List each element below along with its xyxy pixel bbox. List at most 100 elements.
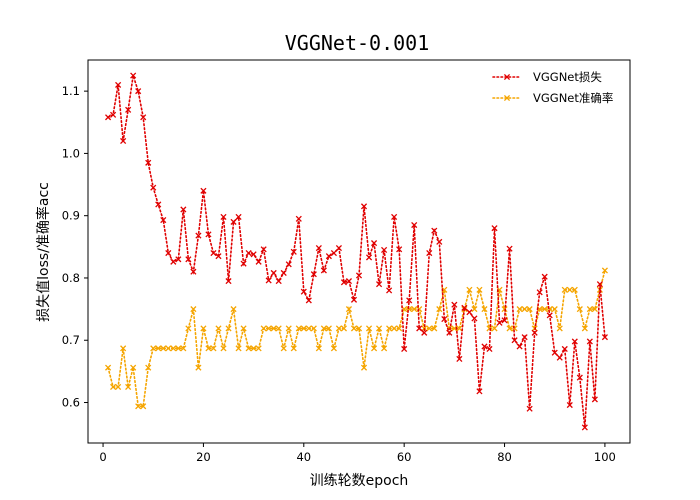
data-point-loss: [155, 201, 162, 208]
data-point-loss: [190, 268, 197, 275]
data-point-accuracy: [486, 325, 493, 332]
data-point-accuracy: [260, 325, 267, 332]
data-point-loss: [416, 325, 423, 332]
data-point-loss: [105, 114, 112, 121]
data-point-accuracy: [275, 325, 282, 332]
data-point-loss: [240, 260, 247, 267]
data-point-accuracy: [521, 306, 528, 313]
data-point-accuracy: [576, 306, 583, 313]
data-point-accuracy: [120, 345, 127, 352]
data-point-loss: [285, 261, 292, 268]
data-point-loss: [295, 215, 302, 222]
data-point-accuracy: [265, 325, 272, 332]
data-point-loss: [526, 405, 533, 412]
data-point-loss: [381, 246, 388, 254]
data-point-loss: [215, 253, 222, 260]
data-point-loss: [365, 254, 373, 261]
legend-marker-accuracy: [503, 94, 511, 102]
data-point-loss: [145, 159, 152, 166]
data-point-loss: [476, 388, 483, 395]
data-point-accuracy: [431, 325, 438, 332]
data-point-accuracy: [105, 364, 112, 371]
data-point-loss: [280, 269, 287, 277]
data-point-accuracy: [155, 345, 162, 352]
data-point-accuracy: [506, 325, 513, 332]
data-point-loss: [521, 334, 528, 341]
y-tick-label: 1.1: [62, 84, 80, 98]
data-point-loss: [496, 319, 503, 326]
data-point-accuracy: [476, 286, 483, 293]
x-axis: 0 20 40 60 80 100: [99, 443, 616, 464]
data-point-loss: [275, 278, 282, 285]
data-point-loss: [265, 277, 272, 284]
data-point-accuracy: [220, 345, 227, 352]
data-point-loss: [536, 289, 543, 296]
data-point-accuracy: [110, 383, 117, 391]
data-point-accuracy: [305, 325, 312, 332]
data-point-accuracy: [145, 364, 152, 371]
legend: VGGNet损失 VGGNet准确率: [492, 70, 613, 105]
data-point-loss: [315, 245, 322, 252]
data-point-loss: [571, 338, 578, 345]
data-point-accuracy: [436, 306, 443, 313]
data-point-accuracy: [451, 325, 458, 332]
data-point-loss: [511, 337, 518, 344]
data-point-accuracy: [601, 267, 608, 274]
y-tick-label: 0.9: [62, 209, 80, 223]
data-point-loss: [355, 272, 363, 279]
data-point-accuracy: [501, 306, 508, 313]
data-point-accuracy: [340, 325, 348, 332]
data-point-loss: [205, 231, 212, 238]
data-point-loss: [350, 296, 358, 303]
data-point-accuracy: [471, 306, 478, 313]
data-point-loss: [391, 213, 398, 220]
data-point-loss: [506, 245, 513, 252]
data-point-accuracy: [355, 325, 363, 332]
data-point-accuracy: [300, 325, 307, 332]
data-point-accuracy: [456, 325, 463, 332]
data-point-loss: [426, 249, 433, 257]
series-line-accuracy: [107, 269, 606, 408]
data-point-accuracy: [466, 286, 473, 293]
data-point-loss: [185, 256, 192, 263]
data-point-loss: [260, 246, 267, 253]
x-tick-label: 20: [196, 450, 211, 464]
data-point-accuracy: [250, 345, 257, 352]
data-point-accuracy: [581, 325, 588, 332]
data-point-loss: [441, 316, 448, 323]
data-point-accuracy: [235, 345, 242, 352]
data-point-accuracy: [240, 325, 247, 332]
y-axis: 0.6 0.7 0.8 0.9 1.0 1.1: [62, 84, 88, 410]
data-point-loss: [220, 213, 227, 220]
data-point-loss: [360, 203, 368, 210]
data-point-loss: [446, 329, 453, 336]
data-point-accuracy: [230, 306, 237, 313]
data-point-loss: [320, 267, 327, 274]
data-point-accuracy: [295, 325, 302, 332]
series-line-loss: [107, 75, 606, 428]
data-point-loss: [406, 297, 413, 304]
data-point-loss: [431, 227, 438, 234]
data-point-loss: [180, 206, 187, 213]
data-point-accuracy: [350, 325, 358, 332]
data-point-accuracy: [365, 325, 373, 332]
data-point-loss: [195, 232, 202, 239]
data-point-accuracy: [481, 306, 488, 313]
data-point-accuracy: [255, 345, 262, 352]
data-point-loss: [581, 424, 588, 431]
x-tick-label: 80: [497, 450, 512, 464]
data-point-loss: [531, 329, 538, 336]
x-tick-label: 0: [99, 450, 106, 464]
data-point-loss: [140, 114, 147, 121]
y-tick-label: 1.0: [62, 146, 80, 160]
data-point-accuracy: [561, 286, 568, 293]
data-point-accuracy: [210, 345, 217, 352]
data-point-loss: [255, 258, 262, 265]
data-point-loss: [235, 213, 242, 220]
data-point-loss: [170, 258, 177, 265]
series-layer: [105, 72, 608, 431]
data-point-accuracy: [315, 345, 322, 352]
data-point-loss: [345, 278, 353, 285]
x-tick-label: 40: [296, 450, 311, 464]
